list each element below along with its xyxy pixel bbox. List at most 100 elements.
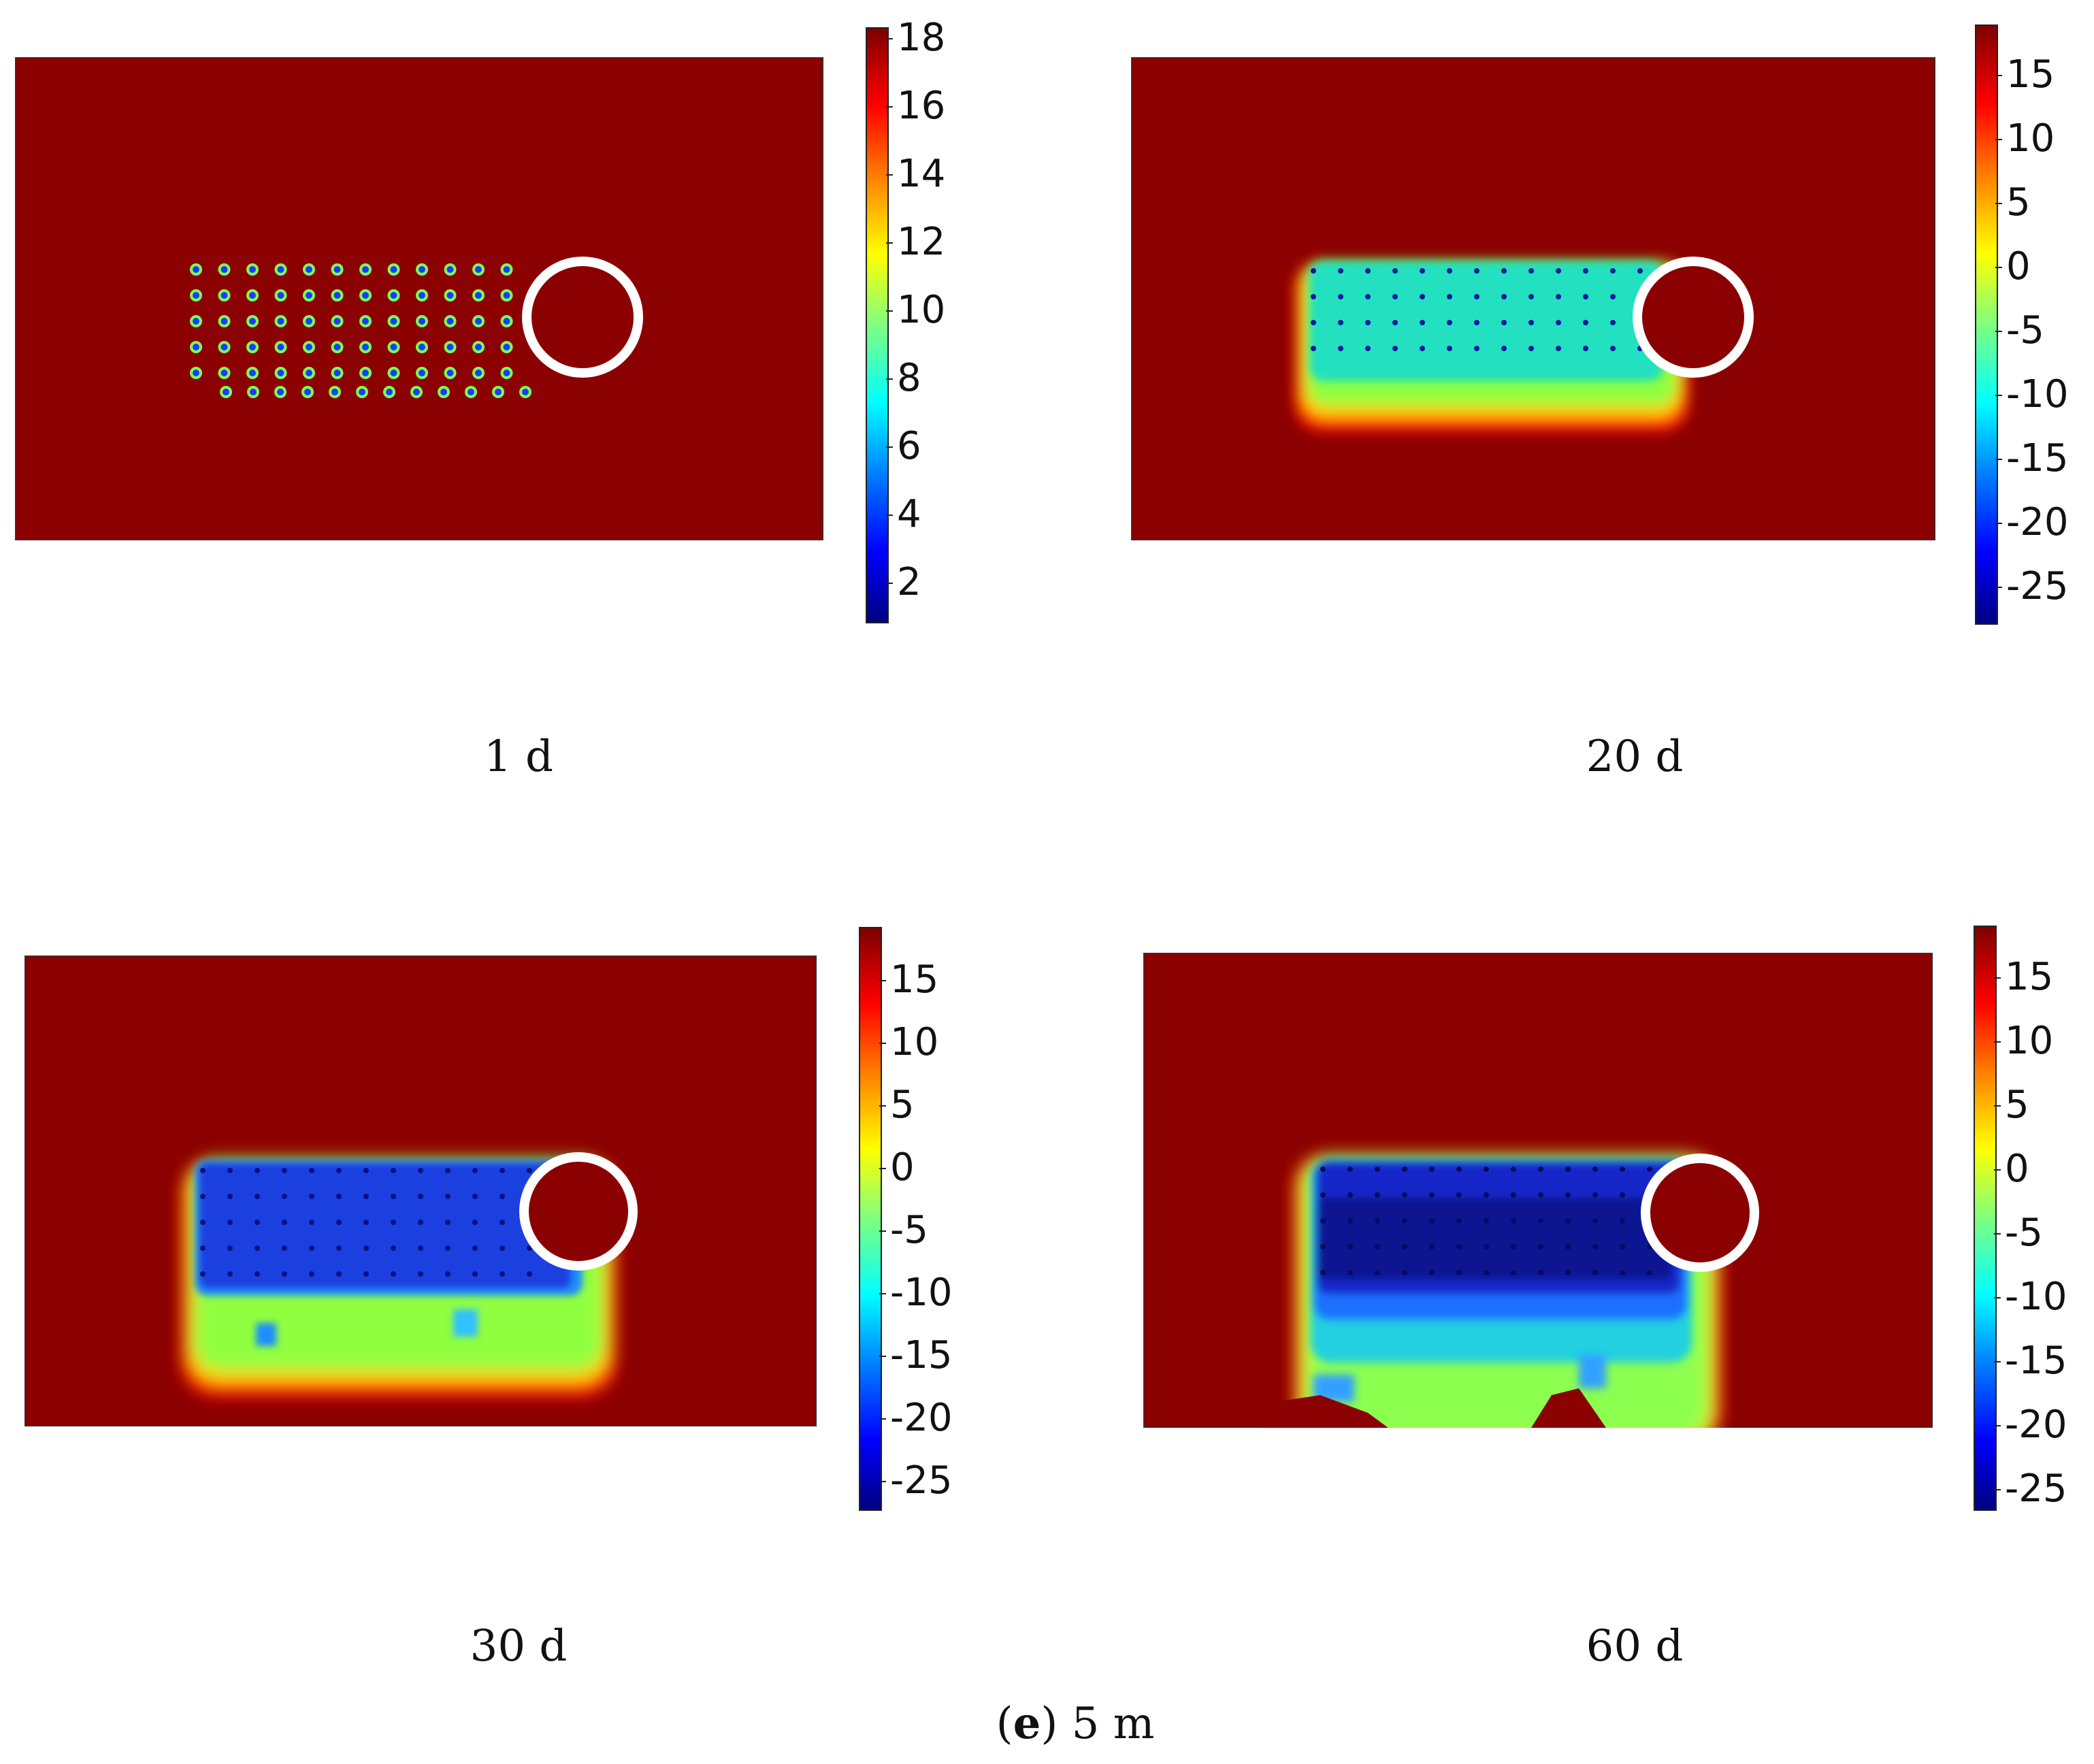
colorbar-tick-label: -25 <box>2005 1467 2067 1511</box>
freeze-pipe <box>445 1245 451 1251</box>
colorbar-tick-mark <box>1994 1425 2001 1426</box>
freeze-pipe <box>391 1245 396 1251</box>
colorbar-tick-mark <box>886 378 893 380</box>
freeze-pipe <box>1538 1218 1543 1224</box>
colorbar-tick-label: -25 <box>2006 564 2069 608</box>
freeze-pipe <box>220 370 228 376</box>
colorbar-tick-label: 15 <box>890 958 939 1002</box>
freeze-pipe <box>500 1168 505 1173</box>
freeze-pipe <box>1347 1192 1353 1198</box>
freeze-pipe <box>359 389 365 395</box>
freeze-pipe <box>1456 1270 1462 1275</box>
freeze-pipe <box>1338 294 1343 299</box>
unfrozen-pocket-left <box>1259 1395 1388 1428</box>
tunnel-ring <box>1633 257 1754 378</box>
freeze-pipe <box>391 1271 396 1277</box>
freeze-pipe <box>363 1194 369 1199</box>
freeze-pipe <box>1311 294 1316 299</box>
unfrozen-pocket-right <box>1531 1388 1606 1428</box>
freeze-pipe <box>193 318 199 325</box>
freeze-pipe <box>223 389 229 395</box>
freeze-pipe <box>475 344 482 350</box>
freeze-pipe <box>1392 346 1398 351</box>
freeze-pipe <box>336 1271 342 1277</box>
freeze-pipe <box>503 266 510 273</box>
colorbar-tick-label: 8 <box>897 356 921 400</box>
freeze-pipe <box>306 266 312 273</box>
freeze-pipe <box>413 389 420 395</box>
colorbar-tick-mark <box>879 1230 886 1232</box>
colorbar-tick-label: -10 <box>2005 1275 2067 1319</box>
freeze-pipe <box>1474 268 1479 274</box>
freeze-pipe <box>391 1168 396 1173</box>
freeze-pipe <box>306 292 312 299</box>
freeze-pipe <box>306 370 312 376</box>
colorbar-tick-mark <box>879 1293 886 1294</box>
colorbar-60d <box>1974 926 1997 1511</box>
freeze-pipe <box>1528 268 1534 274</box>
freeze-pipe <box>309 1271 314 1277</box>
freeze-pipe <box>1583 320 1588 325</box>
freeze-pipe <box>306 344 312 350</box>
colorbar-tick-mark <box>886 174 893 176</box>
freeze-pipe <box>220 318 228 325</box>
freeze-pipe <box>1528 320 1534 325</box>
freeze-pipe <box>277 389 284 395</box>
freeze-pipe <box>1320 1192 1326 1198</box>
freeze-pipe <box>1420 346 1425 351</box>
freeze-pipe <box>1610 346 1616 351</box>
freeze-pipe <box>419 266 425 273</box>
colorbar-tick-label: -5 <box>890 1208 928 1252</box>
contour-panel-60d <box>1143 953 1933 1428</box>
freeze-pipe <box>1501 320 1507 325</box>
freeze-pipe <box>1311 346 1316 351</box>
freeze-pipe <box>418 1194 423 1199</box>
freeze-pipe <box>1474 346 1479 351</box>
freeze-pipe <box>200 1220 206 1225</box>
freeze-pipe <box>309 1194 314 1199</box>
colorbar-tick-mark <box>886 242 893 244</box>
freeze-pipe <box>1565 1270 1571 1275</box>
panel-caption-30d: 30 d <box>470 1621 568 1671</box>
colorbar-tick-mark <box>1994 1297 2001 1298</box>
freeze-pipe <box>1592 1244 1598 1250</box>
freeze-pipe <box>1538 1166 1543 1172</box>
freeze-pipe <box>249 266 256 273</box>
freeze-pipe <box>333 318 341 325</box>
freeze-pipe <box>1484 1166 1489 1172</box>
freeze-pipe <box>1365 346 1371 351</box>
freeze-pipe <box>495 389 502 395</box>
freeze-pipe <box>527 1271 532 1277</box>
freeze-pipe <box>249 370 256 376</box>
freeze-pipe <box>1556 268 1561 274</box>
freeze-pipe <box>227 1194 233 1199</box>
colorbar-tick-mark <box>1995 203 2002 204</box>
freeze-pipe <box>282 1245 287 1251</box>
contour-panel-1d <box>15 57 823 540</box>
freeze-pipe <box>1501 346 1507 351</box>
subfigure-title: 5 m <box>1071 1699 1155 1749</box>
colorbar-tick-mark <box>1994 1489 2001 1490</box>
colorbar-tick-mark <box>1995 331 2002 332</box>
freeze-pipe <box>390 266 397 273</box>
freeze-pipe <box>1320 1218 1326 1224</box>
colorbar-tick-mark <box>886 106 893 108</box>
contour-panel-30d <box>24 956 817 1426</box>
freeze-pipe <box>193 292 199 299</box>
freeze-pipe <box>1474 320 1479 325</box>
freeze-pipe <box>472 1194 478 1199</box>
freeze-pipe <box>309 1245 314 1251</box>
freeze-pipe <box>446 292 454 299</box>
freeze-pipe <box>475 292 482 299</box>
freeze-pipe <box>527 1245 532 1251</box>
freeze-pipe <box>1375 1192 1380 1198</box>
freeze-pipe <box>362 344 369 350</box>
freeze-pipe <box>418 1271 423 1277</box>
colorbar-tick-label: -5 <box>2006 308 2044 353</box>
colorbar-tick-mark <box>1994 1169 2001 1171</box>
colorbar-tick-label: -10 <box>890 1271 953 1315</box>
colorbar-tick-mark <box>879 1043 886 1044</box>
colorbar-tick-mark <box>886 446 893 448</box>
colorbar-tick-label: -20 <box>2006 500 2069 544</box>
colorbar-tick-mark <box>1994 1041 2001 1043</box>
